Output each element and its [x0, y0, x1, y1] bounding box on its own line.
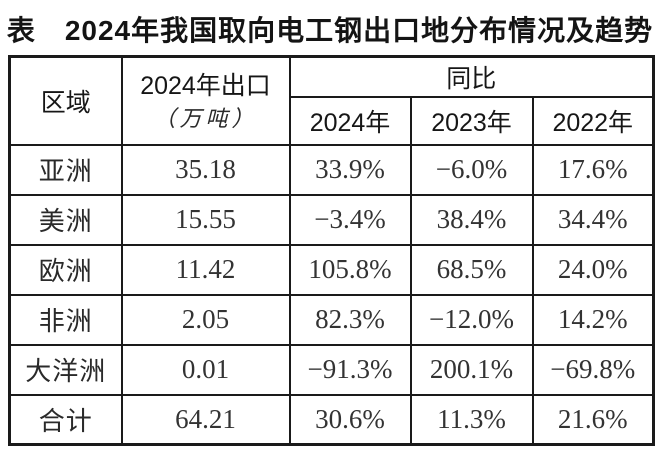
table-row-americas: 美洲 15.55 −3.4% 38.4% 34.4%: [8, 193, 655, 246]
export-cell: 15.55: [120, 193, 291, 246]
header-year-2023: 2023年: [409, 95, 534, 146]
region-cell: 大洋洲: [8, 343, 123, 396]
yoy-2022-cell: 24.0%: [531, 243, 655, 296]
yoy-2022-cell: −69.8%: [531, 343, 655, 396]
header-row-top: 区域 2024年出口 （万吨） 同比: [8, 55, 655, 146]
header-row-years: 2024年 2023年 2022年: [10, 95, 655, 146]
yoy-2023-cell: −6.0%: [409, 143, 534, 196]
table-header: 区域 2024年出口 （万吨） 同比 2024年 2023年 2022年: [8, 55, 655, 146]
region-cell: 欧洲: [8, 243, 123, 296]
yoy-2023-cell: 200.1%: [409, 343, 534, 396]
export-cell: 0.01: [120, 343, 291, 396]
export-cell: 35.18: [120, 143, 291, 196]
yoy-2024-cell: 30.6%: [288, 393, 412, 446]
yoy-2023-cell: 38.4%: [409, 193, 534, 246]
table-row-total: 合计 64.21 30.6% 11.3% 21.6%: [8, 393, 655, 446]
yoy-2024-cell: −3.4%: [288, 193, 412, 246]
header-year-2024: 2024年: [288, 95, 412, 146]
yoy-2022-cell: 21.6%: [531, 393, 655, 446]
yoy-2022-cell: 17.6%: [531, 143, 655, 196]
table-row-europe: 欧洲 11.42 105.8% 68.5% 24.0%: [8, 243, 655, 296]
yoy-2023-cell: −12.0%: [409, 293, 534, 346]
table-row-asia: 亚洲 35.18 33.9% −6.0% 17.6%: [8, 143, 655, 196]
header-export-2024: 2024年出口 （万吨）: [120, 55, 291, 146]
yoy-2024-cell: 33.9%: [288, 143, 412, 196]
header-region: 区域: [8, 55, 123, 146]
header-year-2022: 2022年: [531, 95, 655, 146]
table-row-oceania: 大洋洲 0.01 −91.3% 200.1% −69.8%: [8, 343, 655, 396]
yoy-2024-cell: −91.3%: [288, 343, 412, 396]
region-cell: 亚洲: [8, 143, 123, 196]
region-cell: 合计: [8, 393, 123, 446]
yoy-2022-cell: 34.4%: [531, 193, 655, 246]
export-cell: 64.21: [120, 393, 291, 446]
header-export-unit: （万吨）: [153, 105, 258, 131]
region-cell: 美洲: [8, 193, 123, 246]
header-export-label: 2024年出口: [140, 71, 271, 100]
yoy-2024-cell: 105.8%: [288, 243, 412, 296]
yoy-2023-cell: 68.5%: [409, 243, 534, 296]
export-cell: 11.42: [120, 243, 291, 296]
table-row-africa: 非洲 2.05 82.3% −12.0% 14.2%: [8, 293, 655, 346]
yoy-2024-cell: 82.3%: [288, 293, 412, 346]
export-cell: 2.05: [120, 293, 291, 346]
export-distribution-table: 区域 2024年出口 （万吨） 同比 2024年 2023年 2022年 亚洲 …: [8, 55, 656, 446]
table-title: 表 2024年我国取向电工钢出口地分布情况及趋势: [6, 15, 654, 46]
header-yoy: 同比: [288, 55, 655, 98]
table-body: 亚洲 35.18 33.9% −6.0% 17.6% 美洲 15.55 −3.4…: [8, 143, 655, 446]
region-cell: 非洲: [8, 293, 123, 346]
yoy-2022-cell: 14.2%: [531, 293, 655, 346]
yoy-2023-cell: 11.3%: [409, 393, 534, 446]
